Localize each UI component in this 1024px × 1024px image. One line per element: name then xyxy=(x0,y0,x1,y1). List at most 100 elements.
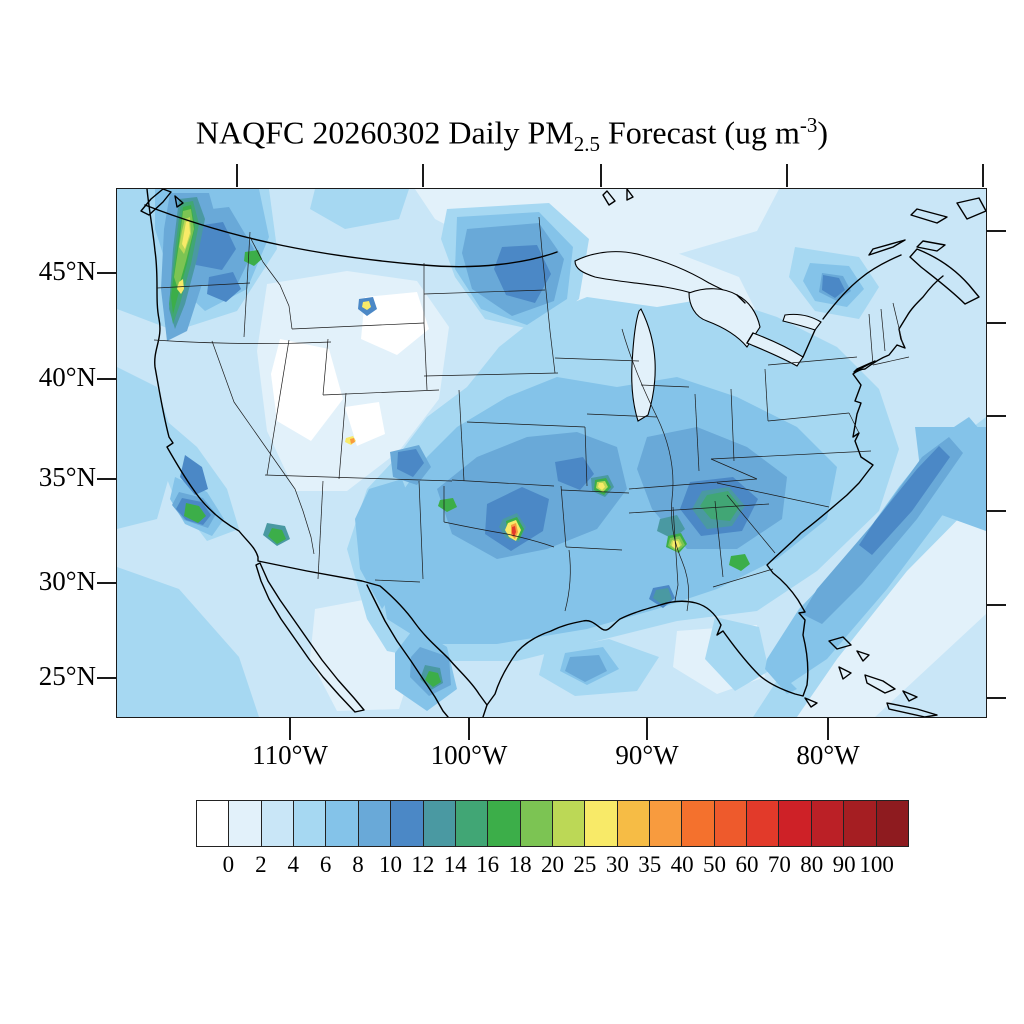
colorbar-cell-6 xyxy=(391,801,424,846)
st-lawrence xyxy=(822,254,902,320)
title-superscript: -3 xyxy=(799,113,818,137)
lon-tick-80w xyxy=(827,717,829,740)
top-minor-tick-4 xyxy=(786,164,788,187)
colorbar-tick-label-4: 4 xyxy=(287,852,299,877)
baja-california xyxy=(255,562,365,713)
contour-highs xyxy=(169,197,750,690)
colorbar-tick-label-90: 90 xyxy=(832,852,856,877)
lat-label-30n: 30°N xyxy=(38,566,96,596)
colorbar-tick-label-12: 12 xyxy=(411,852,435,877)
lon-tick-110w xyxy=(289,717,291,740)
title-suffix: ) xyxy=(817,114,829,151)
colorbar-tick-label-30: 30 xyxy=(605,852,629,877)
top-minor-tick-1 xyxy=(236,164,238,187)
manitoba-lakes xyxy=(602,189,634,206)
lat-label-45n: 45°N xyxy=(38,256,96,286)
gulf-of-california-coast xyxy=(366,584,449,717)
top-minor-tick-3 xyxy=(600,164,602,187)
canada-border-west xyxy=(144,204,558,268)
colorbar xyxy=(196,800,909,847)
detroit-link xyxy=(736,294,754,344)
colorbar-tick-label-10: 10 xyxy=(378,852,402,877)
vancouver-island xyxy=(140,189,172,216)
colorbar-cell-13 xyxy=(617,801,651,846)
colorbar-tick-label-14: 14 xyxy=(443,852,467,877)
right-minor-tick-2 xyxy=(987,322,1006,324)
niagara xyxy=(802,329,816,358)
prince-edward-island xyxy=(916,240,946,252)
colorbar-cell-17 xyxy=(747,801,780,846)
colorbar-cell-9 xyxy=(488,801,521,846)
colorbar-tick-label-2: 2 xyxy=(255,852,267,877)
colorbar-cell-0 xyxy=(197,801,230,846)
colorbar-cell-18 xyxy=(779,801,812,846)
colorbar-tick-label-60: 60 xyxy=(735,852,759,877)
colorbar-cell-12 xyxy=(585,801,618,846)
right-minor-tick-5 xyxy=(987,604,1006,606)
colorbar-tick-label-6: 6 xyxy=(319,852,332,877)
right-minor-tick-6 xyxy=(987,697,1006,699)
lat-tick-30n xyxy=(97,582,116,584)
colorbar-cell-5 xyxy=(358,801,392,846)
right-minor-tick-3 xyxy=(987,415,1006,417)
top-minor-tick-5 xyxy=(982,164,984,187)
colorbar-cell-21 xyxy=(876,801,908,846)
lat-label-35n: 35°N xyxy=(38,462,96,492)
colorbar-cell-16 xyxy=(714,801,748,846)
lon-label-80w: 80°W xyxy=(796,740,860,770)
lat-tick-25n xyxy=(97,677,116,679)
colorbar-cell-14 xyxy=(650,801,683,846)
colorbar-cell-1 xyxy=(229,801,262,846)
lon-tick-90w xyxy=(646,717,648,740)
mexico-gulf-coast xyxy=(482,704,488,717)
title-subscript: 2.5 xyxy=(573,132,600,157)
lat-label-40n: 40°N xyxy=(38,362,96,392)
colorbar-tick-label-8: 8 xyxy=(352,852,364,877)
page-title: NAQFC 20260302 Daily PM2.5 Forecast (ug … xyxy=(0,113,1024,157)
gaspe-coast xyxy=(868,239,906,256)
newfoundland-corner xyxy=(956,197,986,220)
lat-tick-45n xyxy=(97,272,116,274)
colorbar-tick-label-0: 0 xyxy=(222,852,235,877)
colorbar-tick-label-20: 20 xyxy=(541,852,564,877)
colorbar-cell-8 xyxy=(455,801,489,846)
great-lakes xyxy=(574,251,822,422)
lon-label-110w: 110°W xyxy=(252,740,328,770)
title-middle: Forecast (ug m xyxy=(599,114,800,151)
anticosti xyxy=(910,208,948,224)
right-minor-tick-4 xyxy=(987,510,1006,512)
colorbar-tick-label-80: 80 xyxy=(800,852,824,877)
colorbar-cell-19 xyxy=(811,801,845,846)
lon-label-100w: 100°W xyxy=(430,740,508,770)
colorbar-cell-20 xyxy=(844,801,877,846)
colorbar-tick-label-18: 18 xyxy=(508,852,532,877)
nova-scotia xyxy=(909,248,980,305)
bahamas xyxy=(828,636,918,702)
colorbar-cell-4 xyxy=(326,801,359,846)
title-prefix: NAQFC 20260302 Daily PM xyxy=(195,114,574,151)
colorbar-tick-label-16: 16 xyxy=(476,852,500,877)
colorbar-tick-label-50: 50 xyxy=(703,852,727,877)
right-minor-tick-1 xyxy=(987,230,1006,232)
lat-tick-40n xyxy=(97,378,116,380)
lake-erie xyxy=(746,332,804,367)
lon-tick-100w xyxy=(468,717,470,740)
colorbar-tick-label-70: 70 xyxy=(767,852,791,877)
state-borders xyxy=(153,216,910,612)
lat-label-25n: 25°N xyxy=(38,661,96,691)
cuba-keys xyxy=(804,697,938,717)
colorbar-tick-label-40: 40 xyxy=(670,852,694,877)
lat-tick-35n xyxy=(97,478,116,480)
colorbar-tick-label-25: 25 xyxy=(573,852,597,877)
colorbar-cell-2 xyxy=(261,801,295,846)
bc-islands xyxy=(174,195,184,208)
colorbar-cell-7 xyxy=(423,801,456,846)
colorbar-cell-10 xyxy=(520,801,553,846)
colorbar-tick-label-100: 100 xyxy=(859,852,894,877)
colorbar-cell-3 xyxy=(294,801,327,846)
colorbar-cell-11 xyxy=(552,801,586,846)
forecast-map-frame xyxy=(116,188,987,718)
colorbar-cell-15 xyxy=(682,801,715,846)
long-island xyxy=(853,360,876,373)
